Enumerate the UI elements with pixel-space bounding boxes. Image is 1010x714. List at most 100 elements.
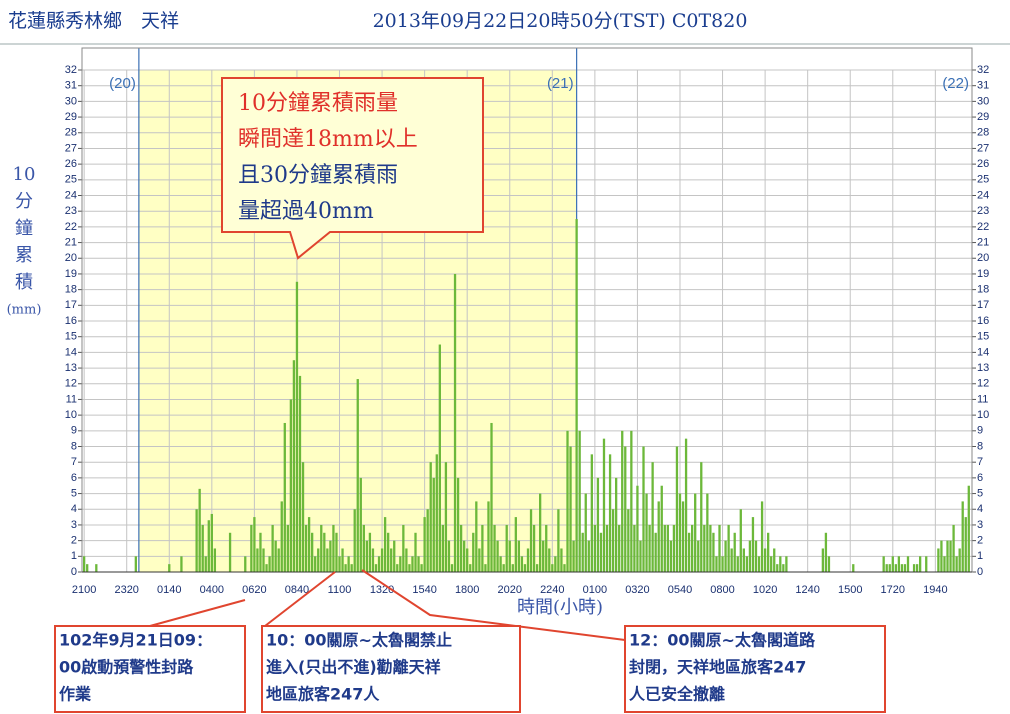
y-tick-label: 16	[65, 315, 77, 327]
bar	[314, 556, 317, 572]
bar	[602, 438, 606, 572]
bar	[642, 446, 645, 572]
bar	[739, 509, 742, 572]
y-tick-label: 26	[977, 158, 989, 170]
bar	[487, 501, 490, 572]
y-tick-label: 19	[977, 268, 989, 280]
bar	[958, 548, 961, 572]
bar	[463, 540, 466, 572]
y-tick-label: 15	[977, 331, 989, 343]
bar	[283, 422, 286, 572]
note-pointer	[264, 571, 336, 627]
bar	[590, 454, 593, 572]
bar	[532, 524, 536, 572]
x-tick-label: 1500	[838, 584, 862, 596]
bar	[338, 556, 341, 572]
y-tick-label: 13	[65, 362, 77, 374]
bar	[666, 524, 669, 572]
x-tick-label: 2320	[114, 584, 138, 596]
bar	[940, 540, 943, 572]
bar	[432, 477, 435, 572]
bar	[447, 540, 451, 572]
bar	[745, 556, 749, 572]
bar	[654, 532, 657, 572]
bar	[195, 509, 198, 572]
bar	[700, 462, 703, 572]
bar	[754, 540, 758, 572]
bar	[86, 564, 89, 572]
bar	[608, 454, 612, 572]
bar	[329, 540, 332, 572]
x-axis-label: 時間(小時)	[517, 597, 603, 618]
bar	[624, 446, 627, 572]
bar	[785, 556, 788, 572]
bar	[763, 548, 767, 572]
bar	[502, 564, 505, 572]
y-tick-label: 23	[65, 205, 77, 217]
note-box	[261, 625, 521, 713]
bar	[475, 501, 478, 572]
x-tick-label: 0800	[710, 584, 734, 596]
bar	[508, 540, 511, 572]
y-tick-label: 1	[977, 550, 983, 562]
bar	[180, 556, 183, 572]
y-tick-label: 11	[66, 393, 77, 405]
bar	[411, 556, 414, 572]
y-tick-label: 31	[977, 80, 989, 92]
bar	[964, 517, 967, 572]
bar	[478, 548, 481, 572]
x-tick-label: 1720	[881, 584, 905, 596]
bar	[925, 556, 928, 572]
y-tick-label: 2	[977, 535, 983, 547]
bar	[459, 524, 463, 572]
bar	[377, 556, 381, 572]
note-text: 地區旅客247人	[266, 685, 380, 704]
bar	[669, 540, 673, 572]
bar	[529, 509, 533, 572]
y-tick-label: 16	[977, 315, 989, 327]
bar	[456, 477, 460, 572]
bar	[380, 548, 384, 572]
bar	[353, 509, 356, 572]
bar	[414, 532, 417, 572]
bar	[915, 564, 919, 572]
bar	[618, 524, 621, 572]
bar	[289, 399, 293, 572]
y-axis-label: (mm)	[7, 303, 42, 318]
bar	[742, 548, 745, 572]
y-tick-label: 25	[65, 174, 77, 186]
bar	[563, 564, 566, 572]
bar	[572, 540, 575, 572]
bar	[268, 556, 271, 572]
bar	[435, 454, 438, 572]
callout-text: 量超過40mm	[238, 199, 374, 224]
bar	[605, 524, 609, 572]
bar	[390, 548, 393, 572]
bar	[542, 540, 545, 572]
bar	[827, 556, 831, 572]
bar	[301, 462, 305, 572]
x-tick-label: 0400	[200, 584, 224, 596]
x-tick-label: 0540	[668, 584, 692, 596]
bar	[678, 493, 682, 572]
note-pointer	[149, 599, 246, 627]
bar	[426, 509, 429, 572]
bar	[919, 556, 922, 572]
bar	[724, 540, 727, 572]
bar	[450, 564, 454, 572]
bar	[213, 548, 217, 572]
bar	[882, 556, 885, 572]
y-tick-label: 19	[65, 268, 77, 280]
note-text: 進入(只出不進)勸離天祥	[266, 658, 441, 677]
bar	[946, 540, 949, 572]
bar	[399, 556, 402, 572]
x-tick-label: 2100	[72, 584, 96, 596]
bar	[402, 524, 405, 572]
y-tick-label: 17	[977, 299, 989, 311]
callout-text: 10分鐘累積雨量	[238, 91, 398, 116]
note-text: 12：00關原~太魯閣道路	[629, 631, 816, 650]
bar	[517, 540, 521, 572]
bar	[523, 564, 527, 572]
bar	[706, 493, 709, 572]
y-tick-label: 31	[65, 80, 77, 92]
